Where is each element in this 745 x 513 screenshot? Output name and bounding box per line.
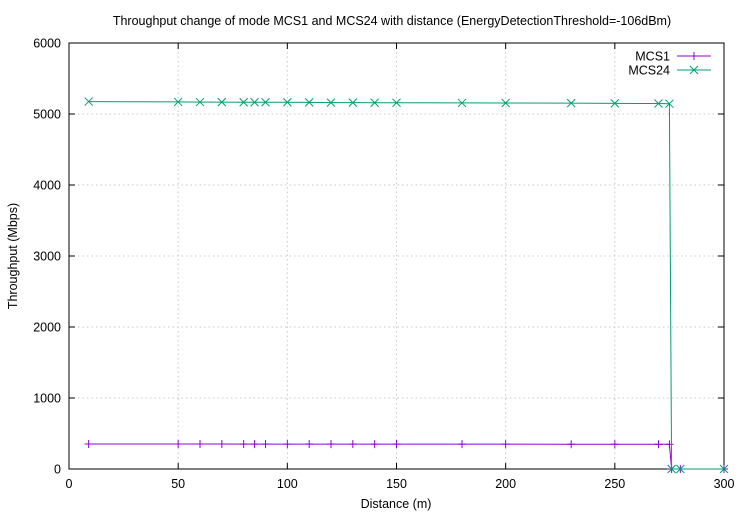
y-tick-label: 0 [54, 463, 61, 477]
data-point-mcs1 [196, 440, 204, 448]
data-point-mcs1 [502, 440, 510, 448]
data-point-mcs1 [371, 440, 379, 448]
x-tick-label: 0 [66, 477, 73, 491]
data-point-mcs1 [85, 440, 93, 448]
y-tick-label: 3000 [33, 250, 61, 264]
legend-label-mcs1: MCS1 [635, 50, 670, 64]
y-axis-label: Throughput (Mbps) [6, 203, 20, 309]
data-point-mcs1 [240, 440, 248, 448]
series-mcs1 [85, 440, 728, 473]
data-point-mcs1 [218, 440, 226, 448]
data-point-mcs1 [251, 440, 259, 448]
data-point-mcs1 [349, 440, 357, 448]
chart-title: Throughput change of mode MCS1 and MCS24… [113, 14, 671, 28]
data-point-mcs1 [611, 440, 619, 448]
x-tick-label: 200 [495, 477, 516, 491]
series-line-mcs1 [89, 444, 724, 469]
data-point-mcs1 [458, 440, 466, 448]
legend-label-mcs24: MCS24 [628, 64, 670, 78]
legend-marker-mcs1 [690, 52, 698, 60]
data-point-mcs1 [567, 440, 575, 448]
x-axis-label: Distance (m) [361, 497, 432, 511]
data-point-mcs1 [393, 440, 401, 448]
data-point-mcs1 [283, 440, 291, 448]
data-point-mcs1 [262, 440, 270, 448]
data-point-mcs1 [174, 440, 182, 448]
x-tick-label: 100 [277, 477, 298, 491]
series-group [85, 98, 728, 473]
data-point-mcs1 [327, 440, 335, 448]
x-tick-label: 150 [386, 477, 407, 491]
y-tick-label: 1000 [33, 392, 61, 406]
x-tick-label: 300 [714, 477, 735, 491]
grid [69, 43, 724, 469]
data-point-mcs1 [305, 440, 313, 448]
y-tick-label: 6000 [33, 37, 61, 51]
series-mcs24 [85, 98, 728, 473]
y-tick-label: 5000 [33, 108, 61, 122]
y-tick-label: 2000 [33, 321, 61, 335]
data-point-mcs1 [665, 440, 673, 448]
axis-ticks: 0 50 100 150 200 250 3000100020003000400050006… [33, 37, 734, 492]
y-tick-label: 4000 [33, 179, 61, 193]
data-point-mcs1 [655, 440, 663, 448]
x-tick-label: 50 [171, 477, 185, 491]
series-line-mcs24 [89, 102, 724, 469]
x-tick-label: 250 [604, 477, 625, 491]
